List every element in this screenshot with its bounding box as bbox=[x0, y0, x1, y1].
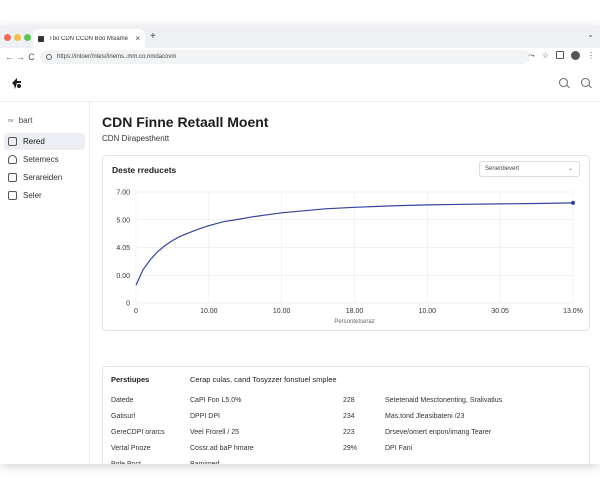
app-header bbox=[0, 66, 600, 102]
table-row: Vertal Pnoze Cossr.ad baP hmare 29% DPI Fan… bbox=[103, 442, 589, 458]
x-tick-label: 10.00 bbox=[200, 308, 218, 315]
back-icon[interactable]: ← bbox=[5, 52, 14, 62]
new-tab-button[interactable]: + bbox=[150, 31, 156, 42]
x-tick-label: 18.00 bbox=[346, 308, 364, 315]
search-alt-icon[interactable] bbox=[581, 78, 590, 87]
table-cell: Drseve/omert enpon/imang Tearer bbox=[385, 429, 492, 436]
site-info-icon[interactable] bbox=[46, 54, 52, 60]
select-value: Senenbevert bbox=[485, 166, 520, 172]
table-cell: Mas.tond Jleasibateni /23 bbox=[385, 413, 465, 420]
forward-icon[interactable]: → bbox=[16, 52, 25, 62]
chart-title: Deste rreducets bbox=[112, 165, 177, 175]
table-row: Datede CaPI Fon L5.0% 228 Setetenaid Mescto… bbox=[103, 394, 589, 410]
table-cell: GereCDPI orarcs bbox=[111, 429, 165, 436]
table-cell: 29% bbox=[343, 445, 358, 452]
minimize-window-button[interactable] bbox=[14, 34, 21, 41]
table-row: Gatisurl DPPI DPI 234 Mas.tond Jleasibateni… bbox=[103, 410, 589, 426]
table-row: Pgle Poct Bamimed bbox=[103, 458, 589, 464]
table-cell: 223 bbox=[343, 429, 355, 436]
chart-filter-select[interactable]: Senenbevert ⌄ bbox=[479, 161, 580, 177]
y-tick-label: 4.05 bbox=[116, 245, 130, 252]
sidebar-item-label: Serareiden bbox=[23, 173, 63, 182]
table-row: GereCDPI orarcs Veel Frorell / 25 223 Drsev… bbox=[103, 426, 589, 442]
tag-icon bbox=[8, 173, 17, 182]
series-end-point bbox=[571, 200, 575, 205]
sidebar-header: o≡ bart bbox=[8, 116, 33, 125]
table-header-cell: Perstiupes bbox=[111, 375, 150, 384]
tab-title: Tbo CDN CCDN Boo Msiame bbox=[49, 35, 129, 42]
x-tick-label: 0 bbox=[134, 308, 138, 315]
y-tick-label: 0 bbox=[126, 301, 130, 308]
maximize-window-button[interactable] bbox=[24, 34, 31, 41]
address-bar: ← → C https://intoer//ntes//inems..mm.co… bbox=[0, 48, 600, 66]
sidebar-item-seler[interactable]: Seler bbox=[4, 187, 85, 204]
search-icon[interactable] bbox=[559, 78, 568, 87]
y-tick-label: 5.00 bbox=[116, 217, 130, 224]
sidebar-item-rered[interactable]: Rered bbox=[4, 133, 85, 150]
close-window-button[interactable] bbox=[4, 34, 11, 41]
table-cell: Setetenaid Mesctonenting, Sralivatlus bbox=[385, 397, 503, 404]
favicon-icon bbox=[38, 35, 44, 42]
sidebar: o≡ bart Rered Setemecs Serareiden Seler bbox=[0, 102, 90, 464]
page-title: CDN Finne Retaall Moent bbox=[102, 114, 269, 130]
tab-list-chevron-icon[interactable]: ⌄ bbox=[587, 30, 594, 39]
table-header-cell: Cerap culas, cand Tosyzzer fonstuel smpl… bbox=[190, 375, 337, 384]
sidebar-menu-icon[interactable]: o≡ bbox=[8, 117, 14, 124]
share-icon[interactable]: ⤳ bbox=[528, 51, 535, 60]
sidebar-item-label: Seler bbox=[23, 191, 42, 200]
table-cell: Veel Frorell / 25 bbox=[190, 429, 240, 436]
profile-avatar[interactable] bbox=[571, 51, 580, 60]
y-tick-label: 0.00 bbox=[116, 273, 130, 280]
list-icon bbox=[8, 191, 17, 200]
tab-bar: Tbo CDN CCDN Boo Msiame × + ⌄ bbox=[0, 26, 600, 48]
x-tick-label: 10.00 bbox=[419, 308, 437, 315]
sidebar-item-setemecs[interactable]: Setemecs bbox=[4, 151, 85, 168]
table-cell: Pgle Poct bbox=[111, 461, 141, 464]
table-cell: 234 bbox=[343, 413, 355, 420]
table-cell: Bamimed bbox=[190, 461, 220, 464]
x-tick-label: 30.05 bbox=[491, 308, 509, 315]
bell-icon bbox=[8, 155, 17, 164]
sidepanel-icon[interactable] bbox=[556, 51, 564, 59]
browser-menu-icon[interactable]: ⋮ bbox=[587, 51, 595, 60]
x-tick-label: 13.0% bbox=[563, 308, 583, 315]
table-header-row: Perstiupes Cerap culas, cand Tosyzzer fo… bbox=[103, 367, 589, 389]
sidebar-item-label: Rered bbox=[23, 137, 45, 146]
table-cell: Gatisurl bbox=[111, 413, 136, 420]
bookmark-star-icon[interactable]: ☆ bbox=[541, 51, 549, 60]
chevron-down-icon: ⌄ bbox=[567, 166, 573, 172]
browser-window: Tbo CDN CCDN Boo Msiame × + ⌄ ← → C http… bbox=[0, 26, 600, 464]
data-table: Perstiupes Cerap culas, cand Tosyzzer fo… bbox=[102, 366, 590, 464]
y-tick-label: 7.00 bbox=[116, 190, 130, 197]
sidebar-header-label: bart bbox=[18, 116, 33, 125]
app-logo-icon[interactable] bbox=[10, 77, 23, 90]
table-cell: CaPI Fon L5.0% bbox=[190, 397, 242, 404]
table-cell: 228 bbox=[343, 397, 355, 404]
chart-card: Deste rreducets Senenbevert ⌄ 0 0.00 4.05 5… bbox=[102, 155, 590, 331]
url-field[interactable]: https://intoer//ntes//inems..mm.co.nmdac… bbox=[40, 50, 530, 64]
reload-icon[interactable]: C bbox=[28, 52, 35, 62]
x-axis-label: Persontetseraz bbox=[334, 319, 374, 325]
tab-close-icon[interactable]: × bbox=[135, 34, 140, 43]
sidebar-item-serareiden[interactable]: Serareiden bbox=[4, 169, 85, 186]
sidebar-item-label: Setemecs bbox=[23, 155, 59, 164]
table-cell: DPI Fani bbox=[385, 445, 413, 452]
page-subtitle: CDN Dirapesthentt bbox=[102, 134, 170, 143]
series-line bbox=[135, 202, 574, 286]
line-chart: 0 0.00 4.05 5.00 7.00 0 10.00 10.00 18.00 10.00 30… bbox=[116, 190, 583, 326]
browser-tab[interactable]: Tbo CDN CCDN Boo Msiame × bbox=[33, 29, 145, 48]
x-tick-label: 10.00 bbox=[273, 308, 291, 315]
main-content: CDN Finne Retaall Moent CDN Dirapesthent… bbox=[91, 102, 600, 464]
page-icon bbox=[8, 137, 17, 146]
url-text: https://intoer//ntes//inems..mm.co.nmdac… bbox=[57, 54, 177, 60]
table-cell: DPPI DPI bbox=[190, 413, 220, 420]
table-cell: Cossr.ad baP hmare bbox=[190, 445, 254, 452]
table-cell: Vertal Pnoze bbox=[111, 445, 151, 452]
table-cell: Datede bbox=[111, 397, 134, 404]
